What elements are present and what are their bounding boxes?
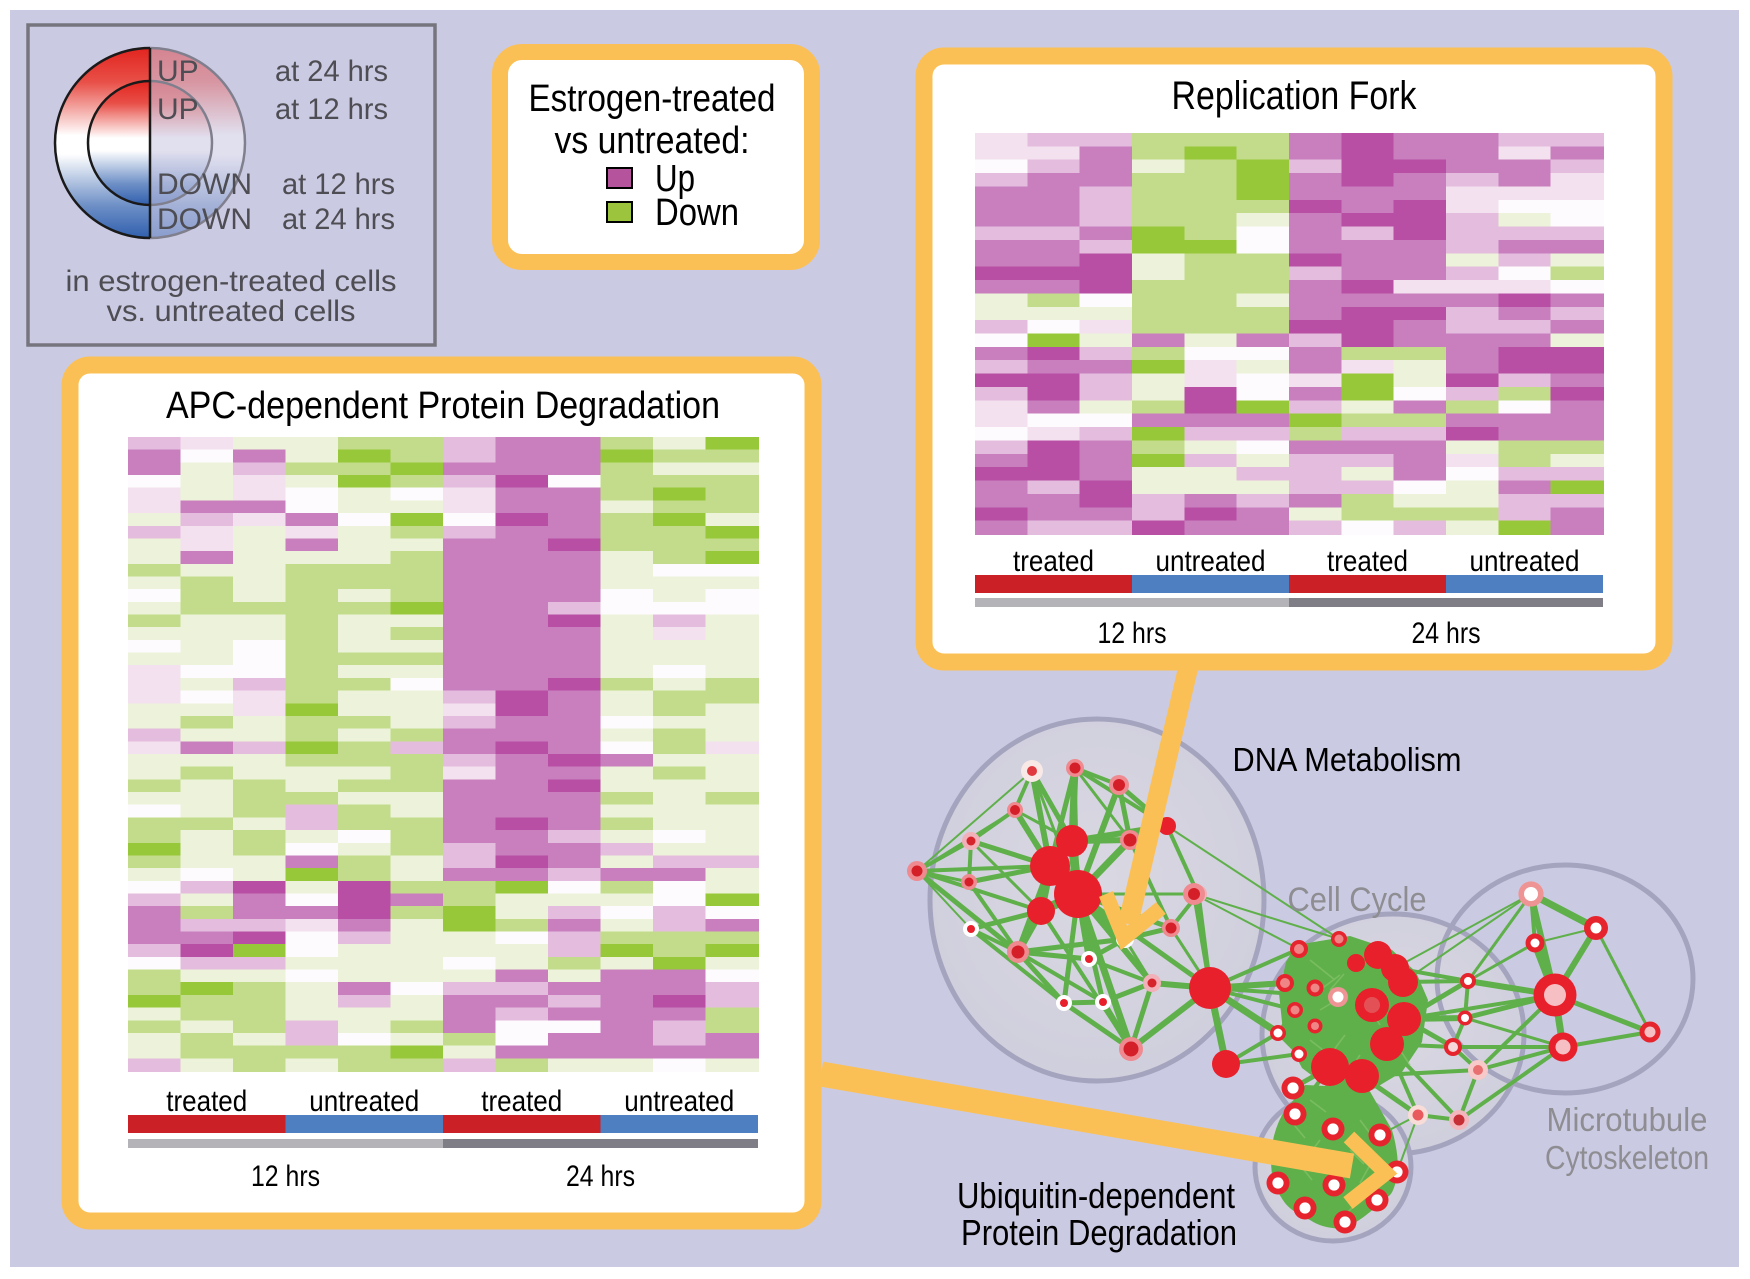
svg-text:at 12 hrs: at 12 hrs (282, 168, 395, 201)
svg-text:24 hrs: 24 hrs (1412, 617, 1481, 650)
svg-text:untreated: untreated (1470, 545, 1580, 578)
svg-text:untreated: untreated (624, 1085, 734, 1118)
svg-text:vs. untreated cells: vs. untreated cells (107, 295, 356, 328)
svg-text:DOWN: DOWN (157, 168, 252, 201)
svg-text:in estrogen-treated cells: in estrogen-treated cells (66, 265, 397, 298)
svg-text:Down: Down (655, 192, 739, 234)
svg-text:DOWN: DOWN (157, 203, 252, 236)
svg-text:12 hrs: 12 hrs (251, 1160, 320, 1193)
svg-text:Estrogen-treated: Estrogen-treated (529, 78, 776, 120)
svg-text:at 24 hrs: at 24 hrs (282, 203, 395, 236)
svg-text:Microtubule: Microtubule (1547, 1101, 1708, 1138)
svg-text:at 24 hrs: at 24 hrs (275, 55, 388, 88)
svg-text:Up: Up (655, 158, 695, 200)
svg-text:UP: UP (157, 55, 199, 88)
svg-text:12 hrs: 12 hrs (1098, 617, 1167, 650)
svg-text:treated: treated (1327, 545, 1408, 578)
svg-text:vs untreated:: vs untreated: (555, 120, 750, 162)
svg-text:Ubiquitin-dependent: Ubiquitin-dependent (957, 1175, 1235, 1216)
svg-text:Replication Fork: Replication Fork (1172, 74, 1418, 118)
svg-text:at 12 hrs: at 12 hrs (275, 93, 388, 126)
svg-text:Protein Degradation: Protein Degradation (961, 1212, 1237, 1253)
svg-text:untreated: untreated (1156, 545, 1266, 578)
svg-text:treated: treated (1013, 545, 1094, 578)
svg-text:untreated: untreated (309, 1085, 419, 1118)
svg-text:APC-dependent Protein Degradat: APC-dependent Protein Degradation (166, 385, 720, 427)
svg-text:treated: treated (481, 1085, 562, 1118)
svg-text:DNA Metabolism: DNA Metabolism (1233, 741, 1462, 778)
svg-text:Cytoskeleton: Cytoskeleton (1545, 1139, 1709, 1176)
svg-text:UP: UP (157, 93, 199, 126)
svg-text:Cell Cycle: Cell Cycle (1288, 881, 1427, 919)
svg-text:treated: treated (166, 1085, 247, 1118)
svg-text:24 hrs: 24 hrs (566, 1160, 635, 1193)
